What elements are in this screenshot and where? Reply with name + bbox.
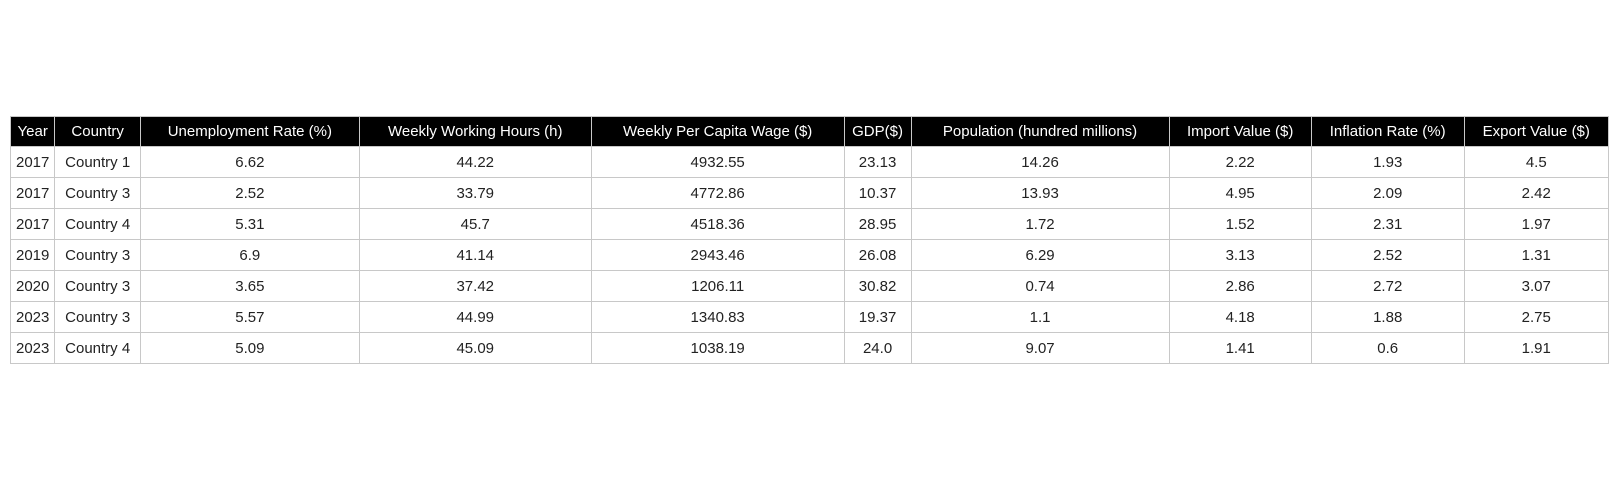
table-row: 2017 Country 1 6.62 44.22 4932.55 23.13 14.26 2…: [9, 146, 1610, 178]
table-cell: 4.18: [1168, 301, 1312, 333]
table-cell: 6.29: [910, 239, 1170, 271]
table-cell: 44.22: [358, 146, 592, 178]
table-cell: 4932.55: [590, 146, 845, 178]
table-cell: 1.41: [1168, 332, 1312, 364]
table-cell: Country 4: [54, 332, 141, 364]
column-header-weekly-working-hours: Weekly Working Hours (h): [358, 116, 592, 147]
table-cell: Country 3: [54, 239, 141, 271]
table-cell: 44.99: [358, 301, 592, 333]
table-row: 2017 Country 4 5.31 45.7 4518.36 28.95 1.72 1.5…: [9, 208, 1610, 240]
table-cell: 6.9: [139, 239, 360, 271]
table-cell: 2.52: [139, 177, 360, 209]
table-cell: 45.7: [358, 208, 592, 240]
table-cell: 6.62: [139, 146, 360, 178]
table-cell: 45.09: [358, 332, 592, 364]
table-cell: 19.37: [843, 301, 912, 333]
table-cell: 0.74: [910, 270, 1170, 302]
table-cell: 1206.11: [590, 270, 845, 302]
table-cell: 37.42: [358, 270, 592, 302]
table-cell: 1.52: [1168, 208, 1312, 240]
table-cell: Country 1: [54, 146, 141, 178]
table-cell: 5.31: [139, 208, 360, 240]
table-cell: 0.6: [1310, 332, 1465, 364]
table-cell: 9.07: [910, 332, 1170, 364]
table-cell: 3.13: [1168, 239, 1312, 271]
table-row: 2023 Country 3 5.57 44.99 1340.83 19.37 1.1 4.1…: [9, 301, 1610, 333]
table-body: 2017 Country 1 6.62 44.22 4932.55 23.13 14.26 2…: [9, 146, 1610, 364]
table-cell: 1.91: [1463, 332, 1610, 364]
table-cell: 2.31: [1310, 208, 1465, 240]
table-cell: 28.95: [843, 208, 912, 240]
table-cell: 1.1: [910, 301, 1170, 333]
table-cell: 1.93: [1310, 146, 1465, 178]
table-cell: 2017: [9, 208, 56, 240]
table-cell: 2017: [9, 146, 56, 178]
table-cell: 5.09: [139, 332, 360, 364]
table-cell: 1.97: [1463, 208, 1610, 240]
table-cell: 2023: [9, 301, 56, 333]
table-cell: Country 3: [54, 270, 141, 302]
table-cell: 24.0: [843, 332, 912, 364]
column-header-population: Population (hundred millions): [910, 116, 1170, 147]
column-header-year: Year: [9, 116, 56, 147]
table-cell: 41.14: [358, 239, 592, 271]
table-cell: 4.5: [1463, 146, 1610, 178]
table-cell: 33.79: [358, 177, 592, 209]
column-header-unemployment-rate: Unemployment Rate (%): [139, 116, 360, 147]
table-cell: 2019: [9, 239, 56, 271]
column-header-import-value: Import Value ($): [1168, 116, 1312, 147]
table-cell: Country 3: [54, 301, 141, 333]
table-cell: 2023: [9, 332, 56, 364]
table-cell: 26.08: [843, 239, 912, 271]
table-cell: Country 4: [54, 208, 141, 240]
table-cell: 30.82: [843, 270, 912, 302]
table-row: 2019 Country 3 6.9 41.14 2943.46 26.08 6.29 3.1…: [9, 239, 1610, 271]
table-cell: 2.75: [1463, 301, 1610, 333]
table-cell: 2.52: [1310, 239, 1465, 271]
table-cell: 23.13: [843, 146, 912, 178]
table-cell: 1.88: [1310, 301, 1465, 333]
table-cell: 1.31: [1463, 239, 1610, 271]
table-cell: 1038.19: [590, 332, 845, 364]
table-cell: 4518.36: [590, 208, 845, 240]
table-cell: 2.72: [1310, 270, 1465, 302]
table-cell: 5.57: [139, 301, 360, 333]
table-cell: 2.42: [1463, 177, 1610, 209]
table-cell: 4772.86: [590, 177, 845, 209]
table-cell: 2.22: [1168, 146, 1312, 178]
table-cell: 3.65: [139, 270, 360, 302]
table-cell: 2.86: [1168, 270, 1312, 302]
header-row: Year Country Unemployment Rate (%) Weekl…: [9, 116, 1610, 147]
table-cell: 3.07: [1463, 270, 1610, 302]
column-header-country: Country: [54, 116, 141, 147]
data-table: Year Country Unemployment Rate (%) Weekl…: [9, 116, 1610, 364]
table-cell: 14.26: [910, 146, 1170, 178]
data-table-container: Year Country Unemployment Rate (%) Weekl…: [9, 116, 1610, 364]
table-row: 2017 Country 3 2.52 33.79 4772.86 10.37 13.93 4…: [9, 177, 1610, 209]
column-header-inflation-rate: Inflation Rate (%): [1310, 116, 1465, 147]
column-header-gdp: GDP($): [843, 116, 912, 147]
table-cell: 4.95: [1168, 177, 1312, 209]
table-cell: 1.72: [910, 208, 1170, 240]
column-header-export-value: Export Value ($): [1463, 116, 1610, 147]
table-cell: 2017: [9, 177, 56, 209]
table-cell: 10.37: [843, 177, 912, 209]
table-cell: 1340.83: [590, 301, 845, 333]
table-cell: 2943.46: [590, 239, 845, 271]
table-cell: 13.93: [910, 177, 1170, 209]
table-row: 2020 Country 3 3.65 37.42 1206.11 30.82 0.74 2.…: [9, 270, 1610, 302]
table-header: Year Country Unemployment Rate (%) Weekl…: [9, 116, 1610, 147]
table-cell: Country 3: [54, 177, 141, 209]
table-row: 2023 Country 4 5.09 45.09 1038.19 24.0 9.07 1.4…: [9, 332, 1610, 364]
table-cell: 2.09: [1310, 177, 1465, 209]
column-header-weekly-per-capita-wage: Weekly Per Capita Wage ($): [590, 116, 845, 147]
table-cell: 2020: [9, 270, 56, 302]
